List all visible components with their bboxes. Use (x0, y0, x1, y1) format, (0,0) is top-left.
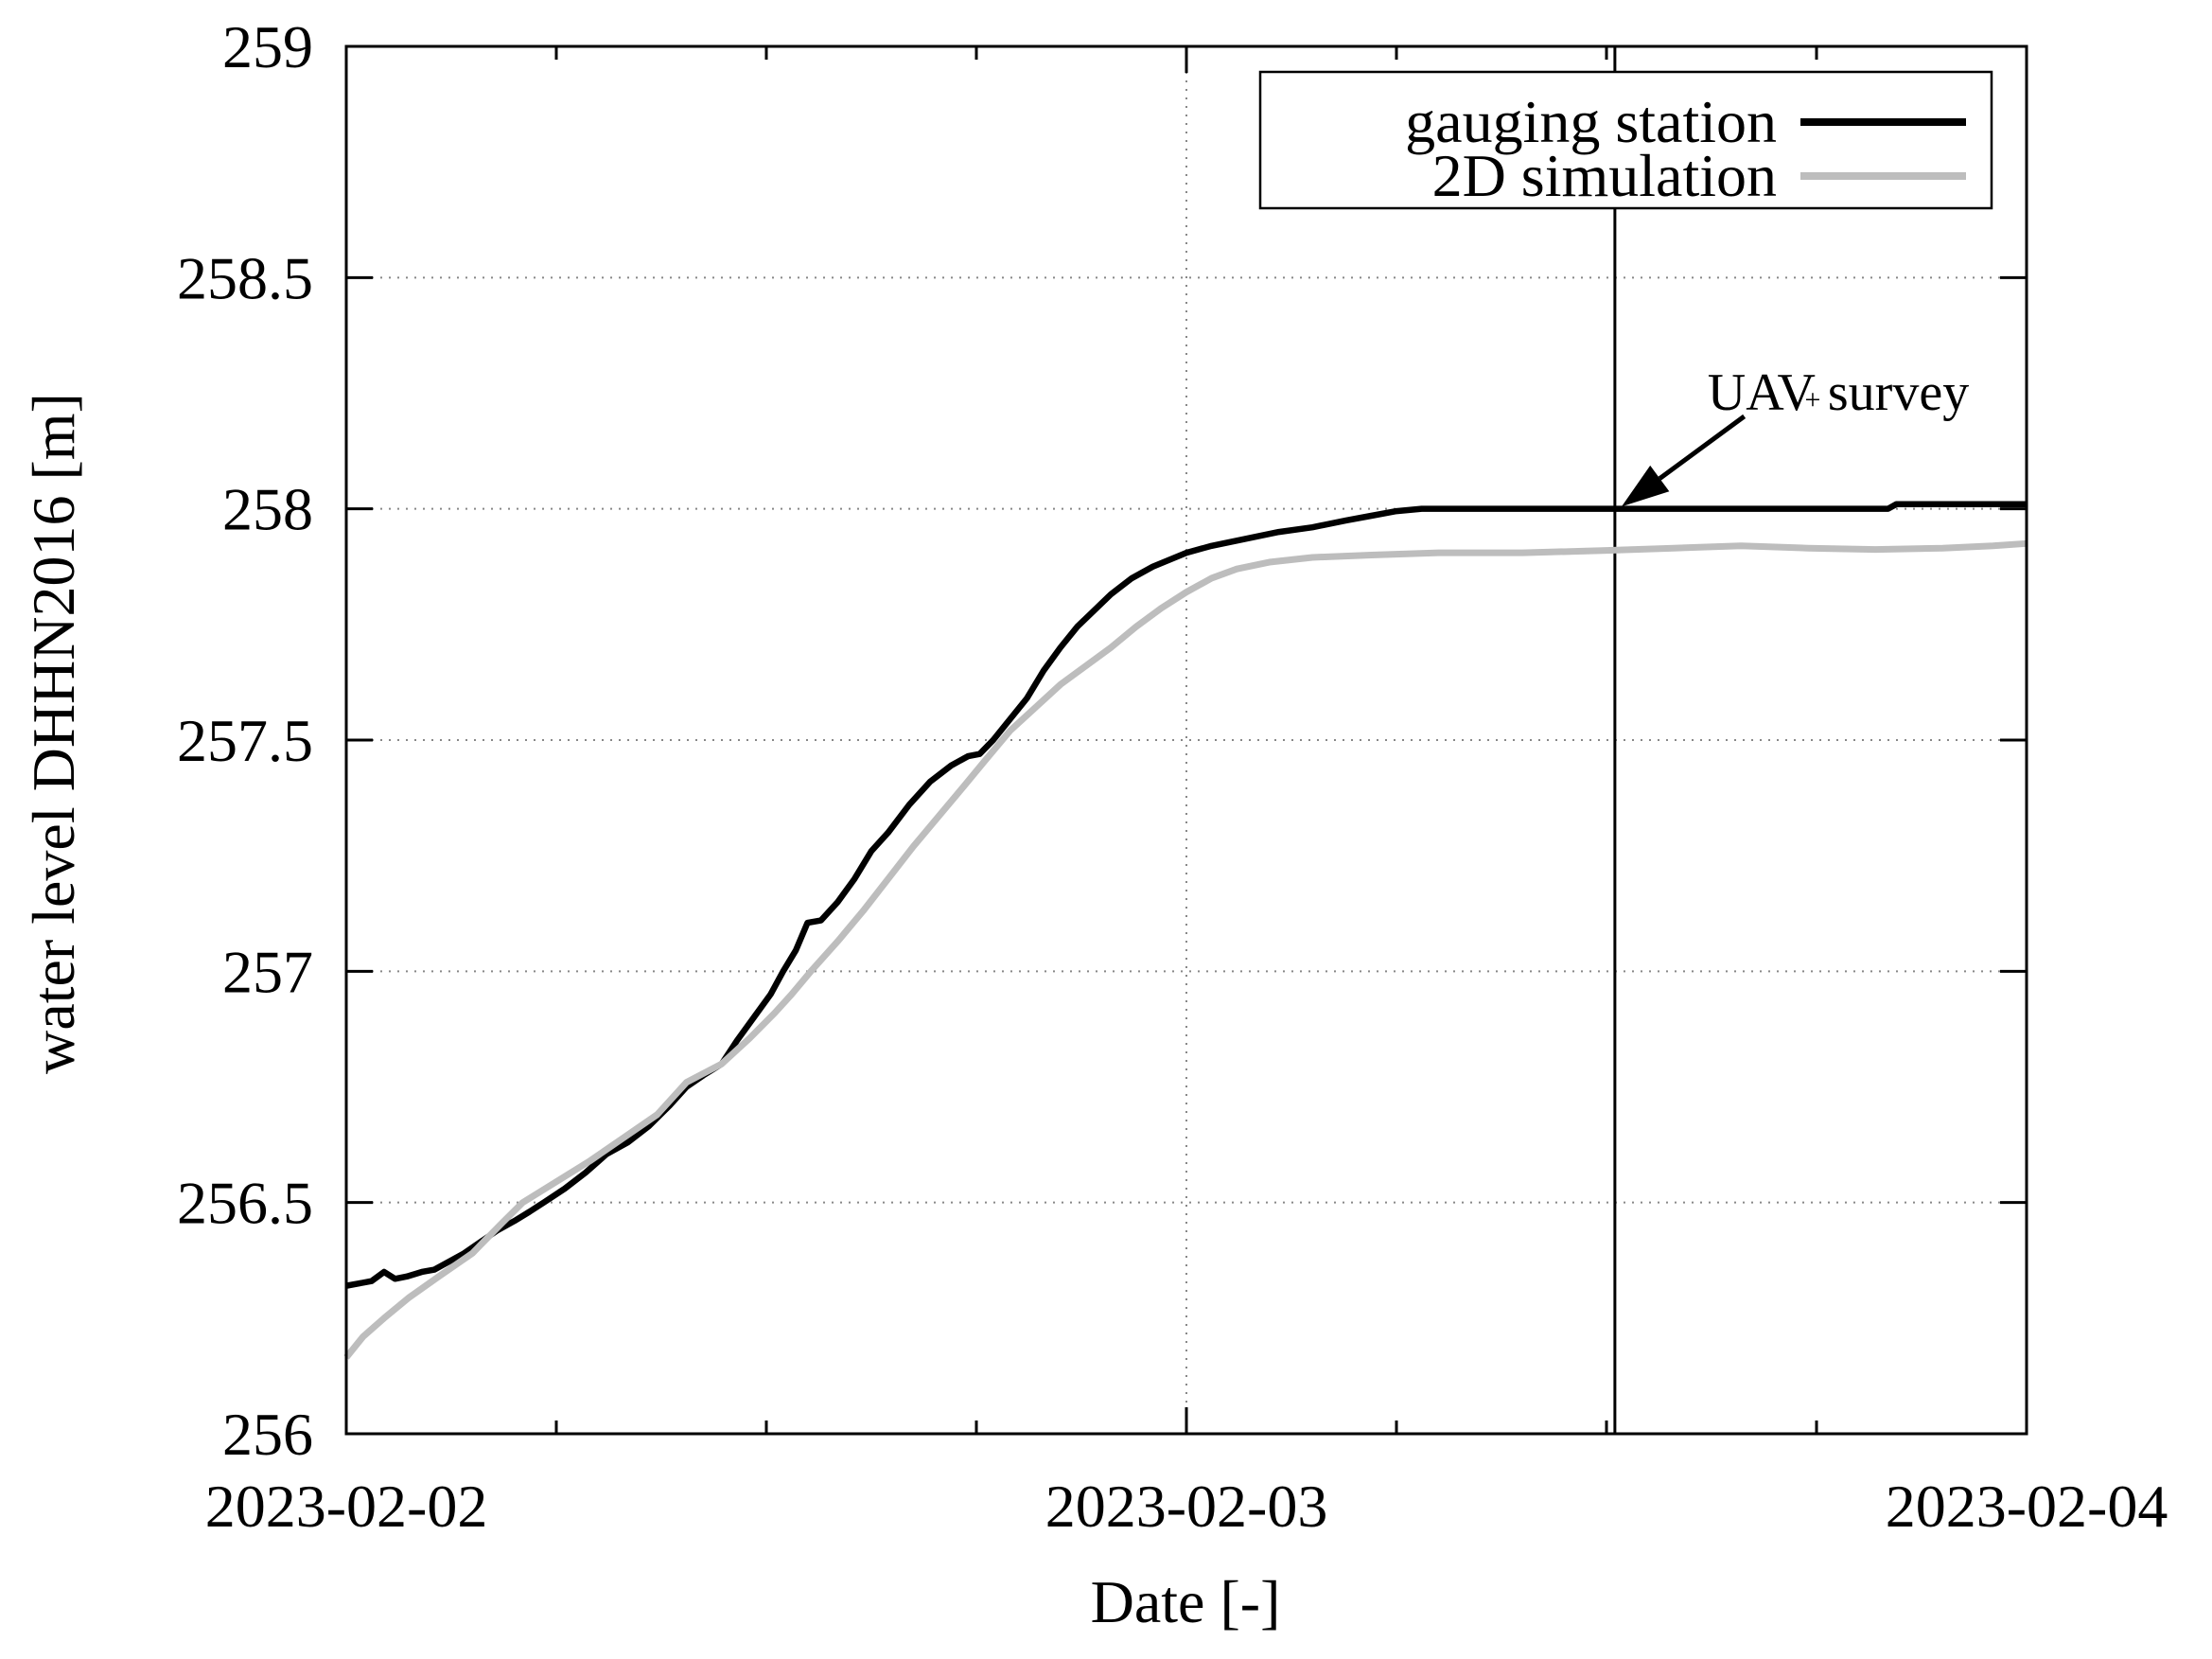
legend-label-2d-simulation: 2D simulation (1432, 142, 1777, 209)
x-tick-label: 2023-02-04 (1886, 1473, 2168, 1540)
uav-survey-arrow-layer (1621, 414, 1747, 507)
axis-ticks (344, 44, 2028, 1436)
plot-border (344, 44, 2028, 1436)
uav-survey-arrowhead (1621, 465, 1670, 507)
legend-label-gauging-station: gauging station (1405, 88, 1777, 155)
y-tick-label: 257 (222, 938, 313, 1005)
y-axis-title: water level DHHN2016 [m] (20, 393, 87, 1074)
tick-labels: 2023-02-02 2023-02-03 2023-02-04 256 256.5 25… (177, 13, 2168, 1540)
y-tick-label: 258 (222, 476, 313, 543)
y-tick-label: 259 (222, 13, 313, 80)
x-tick-label: 2023-02-03 (1045, 1473, 1328, 1540)
y-tick-label: 256.5 (177, 1170, 313, 1237)
legend-box (1258, 70, 1993, 210)
uav-survey-point-marker: + (1805, 384, 1821, 415)
uav-survey-label: UAV survey (1708, 363, 1969, 422)
y-tick-label: 258.5 (177, 244, 313, 311)
curve-2d-simulation (343, 539, 2028, 1360)
uav-survey-annotation: UAV survey + (1708, 363, 1969, 422)
uav-survey-arrow-shaft (1658, 414, 1747, 481)
x-axis-title: Date [-] (1091, 1568, 1281, 1635)
y-tick-label: 256 (222, 1401, 313, 1468)
legend: gauging station 2D simulation (1258, 70, 1993, 210)
x-tick-label: 2023-02-02 (205, 1473, 488, 1540)
y-tick-label: 257.5 (177, 707, 313, 774)
curve-gauging-station (345, 501, 2027, 1289)
data-curves (343, 501, 2028, 1360)
gridlines (346, 46, 2027, 1434)
